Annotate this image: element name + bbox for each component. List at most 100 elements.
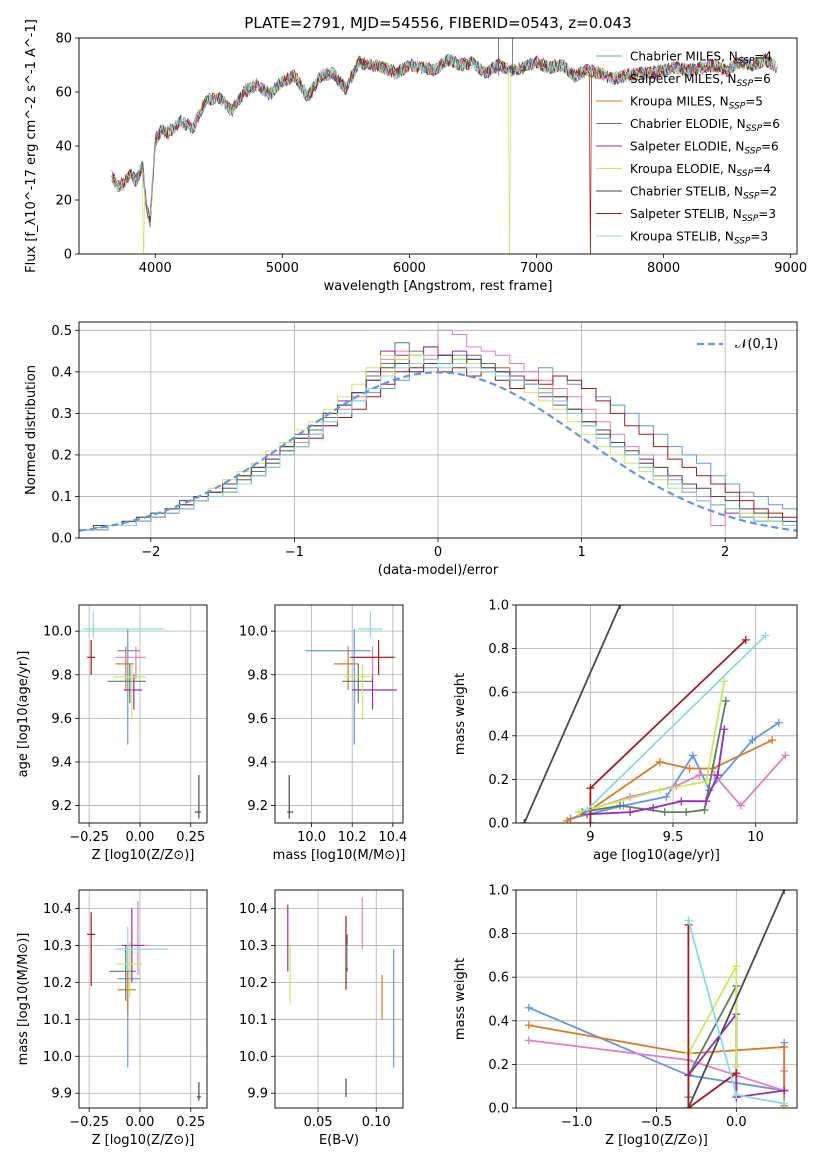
x-tick-label: −0.5 [641,1115,673,1130]
data-point-marker [524,1003,533,1012]
legend-label: Chabrier MILES, NSSP=4 [630,50,772,67]
data-point-marker [682,808,691,817]
data-point-marker [684,916,693,925]
axes-frame [78,604,208,824]
x-axis-label: Z [log10(Z/Z⊙)] [92,1133,195,1148]
legend-label: Chabrier STELIB, NSSP=2 [630,185,777,202]
data-point-marker [702,797,711,806]
data-point-marker [774,718,783,727]
y-axis-label: Flux [f_λ10^-17 erg cm^-2 s^-1 A^-1] [24,19,39,273]
y-tick-label: 9.4 [247,755,268,770]
y-tick-label: 0.6 [488,971,509,986]
y-tick-label: 10.2 [239,976,268,991]
x-tick-label: 0.25 [176,1115,205,1130]
x-tick-label: −1.0 [561,1115,593,1130]
y-tick-label: 0 [64,248,72,263]
y-tick-label: 10.3 [43,939,72,954]
y-tick-label: 9.8 [51,668,72,683]
panel-3: 10.0 10.2 10.4 9.2 9.4 9.6 9.8 10.0 mass [log10(… [239,604,407,863]
y-tick-label: 20 [55,194,72,209]
data-point-marker [721,696,730,705]
data-point-marker [520,819,529,823]
x-axis-label: mass [log10(M/M⊙)] [273,848,406,863]
data-point-marker [662,792,671,801]
axes-frame [274,889,404,1109]
mass-weight-line [570,721,780,820]
plot-area [79,329,797,532]
plot-area [87,901,201,1101]
y-tick-label: 0.2 [488,1058,509,1073]
x-tick-label: 0.0 [726,1115,747,1130]
y-tick-label: 10.0 [43,625,72,640]
data-point-marker [586,784,595,793]
y-tick-label: 9.6 [247,712,268,727]
axes-frame [78,37,798,255]
data-point-marker [780,890,789,894]
legend-label: Kroupa MILES, NSSP=5 [630,95,763,112]
axes-frame [274,604,404,824]
axes-frame [515,889,798,1109]
plot-area [287,897,395,1097]
plot-area [110,38,778,254]
data-point-marker [685,764,694,773]
data-point-marker [748,736,757,745]
mass-weight-line [687,890,786,1108]
x-axis-label: age [log10(age/yr)] [593,848,720,863]
y-tick-label: 10.4 [239,902,268,917]
data-point-marker [736,801,745,810]
data-point-marker [781,751,790,760]
data-point-marker [563,816,572,823]
data-point-marker [616,801,625,810]
x-tick-label: 0.25 [176,830,205,845]
y-tick-label: 10.2 [43,976,72,991]
mass-weight-line [523,605,621,823]
y-tick-label: 0.0 [488,817,509,832]
y-tick-label: 10.0 [239,1050,268,1065]
x-tick-label: −0.25 [69,1115,109,1130]
y-tick-label: 0.4 [488,1014,509,1029]
panel-5: −0.25 0.00 0.25 9.9 10.0 10.1 10.2 10.3 10.4 Z [l… [16,889,208,1148]
panel-4: 9 9.5 10 0.0 0.2 0.4 0.6 0.8 1.0 age [log10(age/y… [453,599,798,863]
y-tick-label: 0.4 [51,365,72,380]
spectrum-line [113,53,775,217]
axes-frame [515,604,798,824]
plot-area [520,605,790,823]
data-point-marker [655,757,664,766]
x-tick-label: 6000 [393,261,426,276]
panel-2: −0.25 0.00 0.25 9.2 9.4 9.6 9.8 10.0 Z [log10(Z/… [16,604,208,863]
y-tick-label: 0.1 [51,490,72,505]
data-point-marker [583,805,592,814]
legend-label: Salpeter STELIB, NSSP=3 [630,207,776,224]
y-tick-label: 10.0 [43,1050,72,1065]
panel-1: −2 −1 0 1 2 0.0 0.1 0.2 0.3 0.4 0.5 (data-model)/er… [24,321,798,578]
data-point-marker [780,1099,789,1108]
x-tick-label: 9000 [774,261,807,276]
y-tick-label: 9.4 [51,755,72,770]
y-tick-label: 0.3 [51,407,72,422]
data-point-marker [732,1090,741,1099]
x-tick-label: −2 [141,545,160,560]
y-tick-label: 9.2 [247,799,268,814]
data-point-marker [684,1104,693,1108]
data-point-marker [732,962,741,971]
mass-weight-line [581,700,727,813]
y-axis-label: mass weight [453,958,468,1040]
y-tick-label: 0.5 [51,324,72,339]
y-tick-label: 0.0 [51,532,72,547]
data-point-marker [761,631,770,640]
y-tick-label: 10.4 [43,902,72,917]
y-tick-label: 80 [55,32,72,47]
y-axis-label: mass weight [453,673,468,755]
plot-area [524,890,789,1108]
panel-7: −1.0 −0.5 0.0 0.0 0.2 0.4 0.6 0.8 1.0 Z [log10(Z/… [453,884,798,1148]
plot-area [83,611,201,819]
x-tick-label: 10.2 [338,830,367,845]
y-tick-label: 10.1 [239,1013,268,1028]
histogram-step [79,354,797,531]
x-tick-label: 0.00 [125,830,154,845]
x-tick-label: 0.10 [362,1115,391,1130]
data-point-marker [688,751,697,760]
y-tick-label: 0.6 [488,686,509,701]
x-tick-label: −0.25 [69,830,109,845]
